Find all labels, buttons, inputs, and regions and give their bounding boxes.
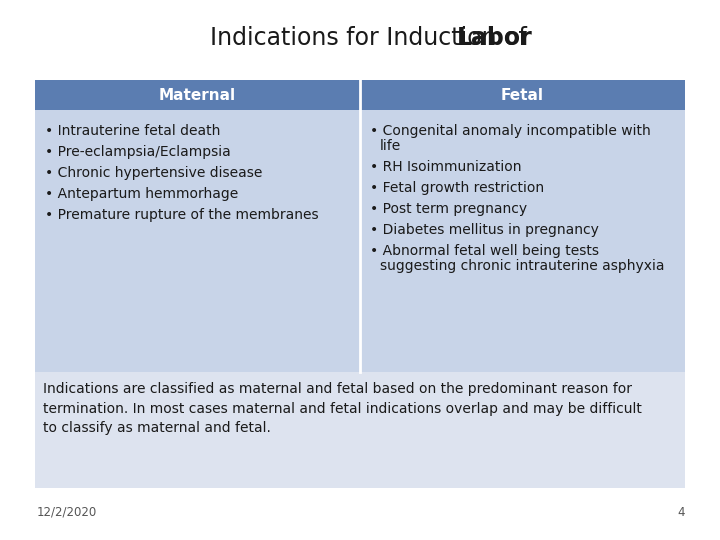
Text: • Abnormal fetal well being tests: • Abnormal fetal well being tests — [370, 244, 599, 258]
Text: • Premature rupture of the membranes: • Premature rupture of the membranes — [45, 208, 319, 222]
Text: 4: 4 — [678, 505, 685, 518]
Text: Indications are classified as maternal and fetal based on the predominant reason: Indications are classified as maternal a… — [43, 382, 642, 435]
Text: Fetal: Fetal — [501, 87, 544, 103]
Text: • Fetal growth restriction: • Fetal growth restriction — [370, 181, 544, 195]
Text: suggesting chronic intrauterine asphyxia: suggesting chronic intrauterine asphyxia — [380, 259, 665, 273]
Text: • Pre-eclampsia/Eclampsia: • Pre-eclampsia/Eclampsia — [45, 145, 230, 159]
Text: • Diabetes mellitus in pregnancy: • Diabetes mellitus in pregnancy — [370, 223, 599, 237]
Text: life: life — [380, 139, 401, 153]
Bar — [35, 80, 685, 110]
Text: Indications for Induction of: Indications for Induction of — [210, 26, 535, 50]
Text: • Post term pregnancy: • Post term pregnancy — [370, 202, 527, 216]
Text: Maternal: Maternal — [159, 87, 236, 103]
Text: • Intrauterine fetal death: • Intrauterine fetal death — [45, 124, 220, 138]
Text: • RH Isoimmunization: • RH Isoimmunization — [370, 160, 521, 174]
Text: 12/2/2020: 12/2/2020 — [37, 505, 97, 518]
Text: Labor: Labor — [457, 26, 533, 50]
Text: • Congenital anomaly incompatible with: • Congenital anomaly incompatible with — [370, 124, 651, 138]
Text: • Antepartum hemmorhage: • Antepartum hemmorhage — [45, 187, 238, 201]
Bar — [35, 372, 685, 488]
Text: • Chronic hypertensive disease: • Chronic hypertensive disease — [45, 166, 262, 180]
Bar — [35, 80, 685, 372]
